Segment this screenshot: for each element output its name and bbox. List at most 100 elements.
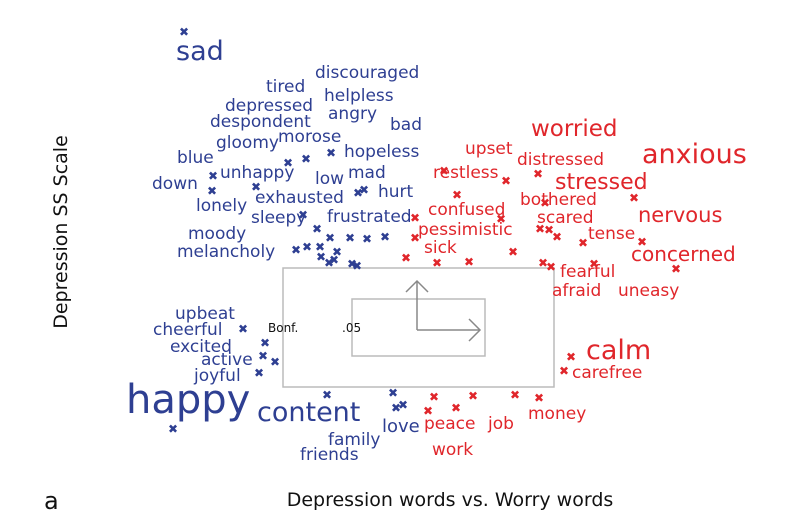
data-point-marker: ✖	[534, 391, 544, 405]
data-point-marker: ✖	[207, 184, 217, 198]
word-label: helpless	[324, 86, 394, 106]
word-label: anxious	[642, 139, 747, 170]
word-label: love	[382, 416, 420, 437]
legend-label-bonf: Bonf.	[268, 321, 298, 335]
data-point-marker: ✖	[324, 256, 334, 270]
data-point-marker: ✖	[410, 211, 420, 225]
legend-label-05: .05	[342, 321, 361, 335]
data-point-marker: ✖	[451, 401, 461, 415]
data-point-marker: ✖	[552, 230, 562, 244]
data-point-marker: ✖	[251, 180, 261, 194]
data-point-marker: ✖	[464, 255, 474, 269]
data-point-marker: ✖	[260, 336, 270, 350]
word-label: worried	[531, 116, 618, 142]
word-label: nervous	[638, 203, 722, 227]
word-label: friends	[300, 445, 359, 465]
panel-label: a	[44, 487, 59, 515]
data-point-marker: ✖	[208, 169, 218, 183]
data-point-marker: ✖	[322, 388, 332, 402]
data-point-marker: ✖	[329, 253, 339, 267]
word-label: angry	[328, 104, 377, 124]
data-point-marker: ✖	[544, 223, 554, 237]
data-point-marker: ✖	[345, 231, 355, 245]
word-label: morose	[278, 127, 341, 147]
data-point-marker: ✖	[315, 240, 325, 254]
word-label: uneasy	[618, 281, 679, 301]
data-point-marker: ✖	[325, 231, 335, 245]
word-label: lonely	[196, 196, 247, 216]
data-point-marker: ✖	[510, 388, 520, 402]
word-label: stressed	[555, 170, 648, 195]
data-point-marker: ✖	[301, 152, 311, 166]
word-label: job	[487, 414, 514, 434]
word-label: cheerful	[153, 320, 223, 340]
data-point-marker: ✖	[496, 212, 506, 226]
data-point-marker: ✖	[238, 322, 248, 336]
data-point-marker: ✖	[270, 355, 280, 369]
data-point-marker: ✖	[429, 390, 439, 404]
data-point-marker: ✖	[298, 208, 308, 222]
word-label: frustrated	[327, 207, 412, 227]
word-label: exhausted	[255, 188, 344, 208]
data-point-marker: ✖	[316, 250, 326, 264]
word-label: gloomy	[216, 133, 279, 153]
data-point-marker: ✖	[410, 231, 420, 245]
data-point-marker: ✖	[398, 398, 408, 412]
word-label: scared	[537, 208, 594, 228]
data-point-marker: ✖	[508, 245, 518, 259]
data-point-marker: ✖	[540, 196, 550, 210]
word-label: content	[257, 397, 360, 428]
data-point-marker: ✖	[401, 251, 411, 265]
word-label: blue	[177, 148, 214, 168]
word-label: tense	[588, 224, 635, 244]
data-point-marker: ✖	[179, 25, 189, 39]
x-axis-label: Depression words vs. Worry words	[287, 489, 614, 511]
word-label: melancholy	[177, 242, 275, 262]
word-label: confused	[428, 200, 505, 220]
word-label: low	[315, 169, 344, 189]
word-label: sad	[176, 36, 224, 67]
data-point-marker: ✖	[671, 262, 681, 276]
data-point-marker: ✖	[533, 167, 543, 181]
word-label: carefree	[572, 363, 642, 383]
data-point-marker: ✖	[254, 366, 264, 380]
legend: Bonf. .05	[268, 267, 555, 388]
word-label: pessimistic	[418, 220, 513, 240]
word-label: peace	[424, 414, 475, 434]
word-label: sleepy	[251, 208, 306, 228]
data-point-marker: ✖	[291, 243, 301, 257]
word-label: concerned	[631, 242, 736, 266]
data-point-marker: ✖	[452, 188, 462, 202]
word-label: joyful	[193, 366, 241, 386]
data-point-marker: ✖	[546, 260, 556, 274]
word-label: fearful	[560, 262, 615, 282]
word-label: money	[528, 404, 586, 424]
word-label: moody	[188, 224, 246, 244]
word-labels: sad discouraged tired helpless depressed angr…	[126, 36, 747, 465]
word-label: upset	[465, 139, 513, 159]
word-label: tired	[266, 77, 305, 97]
word-label: calm	[586, 335, 651, 366]
word-label: bothered	[520, 190, 597, 210]
data-point-marker: ✖	[501, 174, 511, 188]
legend-arrows	[405, 279, 482, 342]
data-point-marker: ✖	[388, 386, 398, 400]
word-label: mad	[348, 163, 386, 183]
word-label: distressed	[517, 150, 604, 170]
word-label: unhappy	[220, 163, 294, 183]
word-markers: ✖✖ ✖ ✖✖✖ ✖✖ ✖✖✖✖ ✖✖✖✖✖✖✖ ✖✖✖✖ ✖✖✖ ✖✖✖✖✖✖✖✖✖ ✖✖✖ ✖✖…	[168, 25, 681, 436]
data-point-marker: ✖	[535, 222, 545, 236]
data-point-marker: ✖	[362, 232, 372, 246]
data-point-marker: ✖	[332, 245, 342, 259]
data-point-marker: ✖	[352, 259, 362, 273]
data-point-marker: ✖	[629, 191, 639, 205]
data-point-marker: ✖	[439, 164, 449, 178]
word-label: family	[328, 430, 380, 450]
word-label: depressed	[225, 96, 313, 116]
data-point-marker: ✖	[347, 257, 357, 271]
data-point-marker: ✖	[391, 401, 401, 415]
word-label: hopeless	[344, 142, 419, 162]
y-axis-label: Depression SS Scale	[50, 135, 72, 329]
legend-inner-box	[351, 298, 486, 357]
data-point-marker: ✖	[559, 364, 569, 378]
